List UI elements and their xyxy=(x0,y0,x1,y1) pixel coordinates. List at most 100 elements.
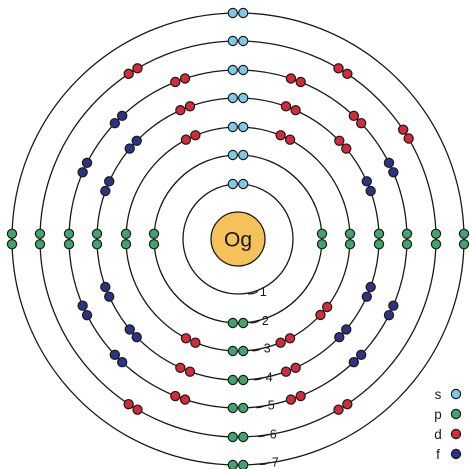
electron-f xyxy=(365,185,376,197)
electron-p xyxy=(430,228,442,239)
electron-f xyxy=(116,356,128,368)
electron-d xyxy=(355,117,367,129)
electron-p xyxy=(120,238,132,250)
electron-d xyxy=(342,398,353,410)
electron-s xyxy=(227,121,238,133)
electron-d xyxy=(280,366,292,377)
electron-d xyxy=(132,63,143,74)
nucleus: Og xyxy=(210,211,266,267)
legend-swatch-d xyxy=(450,428,462,440)
electron-f xyxy=(131,332,142,343)
shell-6-leader xyxy=(257,433,269,438)
nucleus-circle xyxy=(210,211,266,267)
legend-swatch-f xyxy=(450,448,462,460)
electron-p xyxy=(63,228,75,239)
electron-d xyxy=(285,394,297,405)
electron-p xyxy=(34,228,46,239)
electron-p xyxy=(237,402,249,414)
shell-4-leader xyxy=(253,376,265,381)
electron-p xyxy=(238,459,249,469)
legend-label-f: f xyxy=(436,447,440,462)
electron-p xyxy=(401,228,413,239)
electron-p xyxy=(344,238,356,250)
electron-s xyxy=(237,178,249,190)
electron-p xyxy=(401,238,413,250)
electron-p xyxy=(237,317,249,329)
electron-d xyxy=(179,73,191,84)
shell-number-label: 3 xyxy=(264,342,271,356)
electron-d xyxy=(180,333,192,344)
electron-d xyxy=(184,366,196,377)
electron-f xyxy=(131,135,142,146)
electron-f xyxy=(334,332,345,343)
electron-f xyxy=(124,324,135,335)
electron-p xyxy=(458,238,470,250)
electron-d xyxy=(334,135,345,146)
shell-number-label: 5 xyxy=(268,399,275,413)
electron-d xyxy=(403,133,414,144)
electron-s xyxy=(227,178,238,190)
electron-s xyxy=(227,7,238,19)
shell-2-leader xyxy=(249,319,261,324)
electron-p xyxy=(6,238,18,250)
electron-d xyxy=(180,134,192,145)
electron-s xyxy=(227,92,238,104)
electron-d xyxy=(132,404,143,415)
electron-d xyxy=(290,105,301,116)
electron-p xyxy=(237,431,249,443)
electrons-layer xyxy=(6,7,470,469)
electron-d xyxy=(170,76,181,88)
electron-d xyxy=(190,337,201,348)
electron-f xyxy=(348,356,360,368)
electron-p xyxy=(458,228,470,239)
electron-p xyxy=(120,228,132,239)
electron-d xyxy=(170,390,181,402)
electron-p xyxy=(148,228,160,239)
electron-s xyxy=(227,35,238,47)
electron-d xyxy=(290,362,301,373)
shell-number-label: 7 xyxy=(272,455,279,469)
electron-f xyxy=(341,324,352,335)
electron-s xyxy=(237,35,249,47)
electron-p xyxy=(373,238,385,250)
electron-d xyxy=(295,76,306,88)
electron-f xyxy=(81,309,93,321)
electron-s xyxy=(237,149,249,161)
electron-f xyxy=(383,309,395,321)
electron-p xyxy=(227,431,238,443)
shell-7-leader xyxy=(259,461,271,466)
shell-number-label: 4 xyxy=(266,371,273,385)
electron-d xyxy=(285,73,297,84)
electron-d xyxy=(342,68,353,80)
electron-d xyxy=(284,134,296,145)
electron-d xyxy=(315,309,326,321)
electron-s xyxy=(237,121,249,133)
electron-f xyxy=(365,281,376,293)
electron-f xyxy=(77,167,88,178)
electron-f xyxy=(361,291,372,302)
electron-f xyxy=(100,185,111,197)
electron-f xyxy=(81,157,93,169)
shell-number-leaders xyxy=(247,290,271,466)
electron-s xyxy=(237,64,249,76)
electron-d xyxy=(341,143,352,154)
legend-swatch-p xyxy=(450,408,462,420)
electron-d xyxy=(321,301,333,313)
electron-f xyxy=(124,143,135,154)
electron-f xyxy=(361,176,372,187)
electron-p xyxy=(227,402,238,414)
electron-p xyxy=(344,228,356,239)
shell-3-leader xyxy=(251,347,263,352)
electron-p xyxy=(316,228,328,239)
electron-p xyxy=(227,374,238,386)
electron-f xyxy=(104,291,115,302)
electron-d xyxy=(179,394,191,405)
electron-p xyxy=(227,345,238,357)
electron-f xyxy=(355,349,367,361)
electron-p xyxy=(373,228,385,239)
electron-d xyxy=(333,404,344,415)
electron-d xyxy=(175,362,186,373)
legend-swatch-s xyxy=(450,388,462,400)
electron-s xyxy=(237,7,249,19)
